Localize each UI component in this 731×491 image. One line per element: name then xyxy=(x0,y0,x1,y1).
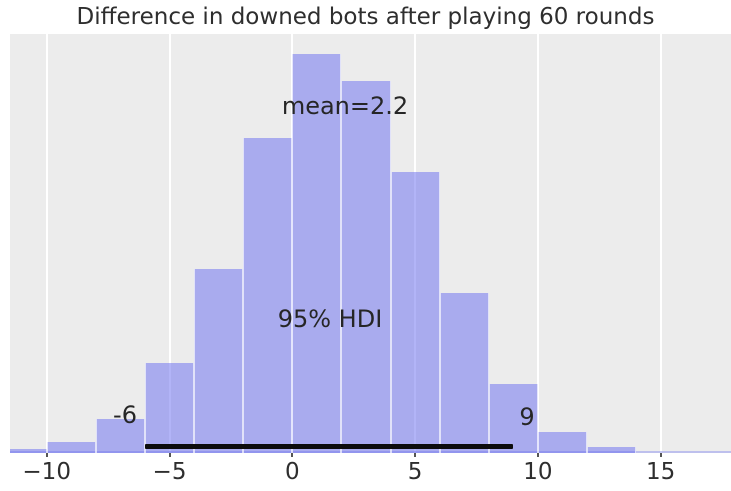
histogram-bar xyxy=(243,138,293,453)
x-tick-label: −10 xyxy=(22,459,71,485)
histogram-bar xyxy=(537,432,587,453)
x-tick-label: 0 xyxy=(284,459,300,485)
x-tick-label: −5 xyxy=(152,459,187,485)
chart-title: Difference in downed bots after playing … xyxy=(76,4,655,30)
x-tick-mark xyxy=(45,453,48,457)
x-tick-mark xyxy=(291,453,294,457)
x-tick-mark xyxy=(414,453,417,457)
x-tick-mark xyxy=(659,453,662,457)
x-tick-label: 5 xyxy=(407,459,423,485)
histogram-bar xyxy=(488,384,538,453)
x-tick-label: 15 xyxy=(646,459,676,485)
gridline xyxy=(659,34,662,453)
histogram-bar xyxy=(194,269,244,453)
histogram-bar xyxy=(587,447,637,453)
histogram-bar xyxy=(439,293,489,453)
gridline xyxy=(168,34,171,453)
hdi-label: 95% HDI xyxy=(277,305,383,333)
histogram-bar xyxy=(341,81,391,453)
x-tick-label: 10 xyxy=(523,459,553,485)
histogram-bar xyxy=(10,449,47,453)
x-tick-mark xyxy=(168,453,171,457)
mean-annotation: mean=2.2 xyxy=(281,92,409,120)
hdi-upper-bound-label: 9 xyxy=(519,403,535,431)
plot-area: mean=2.2 95% HDI -6 9 xyxy=(10,34,731,453)
x-tick-mark xyxy=(536,453,539,457)
histogram-bar xyxy=(46,442,96,453)
histogram-bar xyxy=(95,419,145,453)
histogram-bar xyxy=(390,172,440,453)
hdi-lower-bound-label: -6 xyxy=(113,401,137,429)
histogram-bar xyxy=(292,54,342,453)
hdi-interval-line xyxy=(144,444,514,449)
gridline xyxy=(45,34,48,453)
histogram-bar xyxy=(144,363,195,453)
gridline xyxy=(536,34,539,453)
